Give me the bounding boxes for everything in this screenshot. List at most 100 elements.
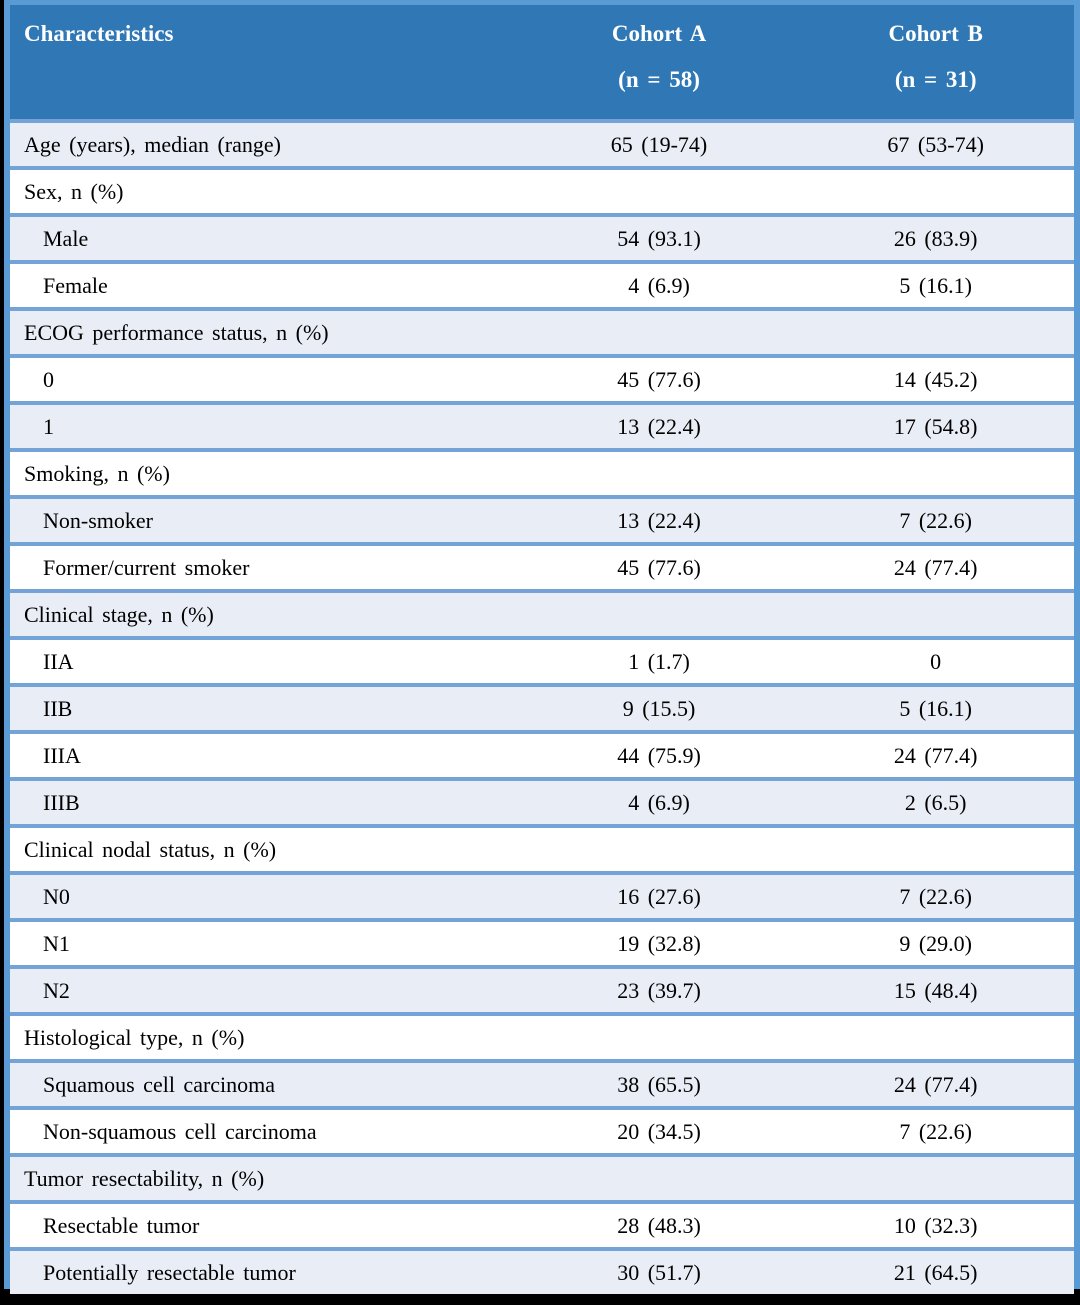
table-row: Non-squamous cell carcinoma 20 (34.5) 7 … [10,1108,1074,1155]
table-row: 1 13 (22.4) 17 (54.8) [10,403,1074,450]
table-row: IIA 1 (1.7) 0 [10,638,1074,685]
cohort-b-value-cell: 5 (16.1) [899,695,972,721]
cohort-a-value-cell: 13 (22.4) [617,413,701,439]
cohort-b-value-cell: 7 (22.6) [899,883,972,909]
characteristic-cell: Age (years), median (range) [24,131,281,157]
cohort-b-value-cell [797,1155,1074,1202]
cohort-a-value-cell: 13 (22.4) [617,507,701,533]
characteristic-cell: Clinical stage, n (%) [24,601,214,627]
cohort-b-value-cell [797,309,1074,356]
characteristics-table: Characteristics Cohort A (n = 58) Cohort… [10,5,1074,1294]
cohort-a-value-cell: 30 (51.7) [617,1259,701,1285]
table-row: Histological type, n (%) [10,1014,1074,1061]
table-row: Non-smoker 13 (22.4) 7 (22.6) [10,497,1074,544]
cohort-a-value-cell [521,309,798,356]
characteristic-cell: Potentially resectable tumor [43,1259,296,1285]
characteristic-cell: Resectable tumor [43,1212,200,1238]
table-row: 0 45 (77.6) 14 (45.2) [10,356,1074,403]
cohort-b-value-cell: 24 (77.4) [893,1071,978,1097]
cohort-a-value-cell: 20 (34.5) [617,1118,701,1144]
cohort-a-n: (n = 58) [618,67,700,92]
cohort-b-value-cell [797,450,1074,497]
characteristic-cell: Female [43,272,108,298]
cohort-a-value-cell: 4 (6.9) [628,789,690,815]
table-row: Age (years), median (range) 65 (19-74) 6… [10,121,1074,168]
cohort-b-value-cell: 67 (53-74) [887,131,984,157]
table-row: Former/current smoker 45 (77.6) 24 (77.4… [10,544,1074,591]
characteristic-cell: Non-smoker [43,507,153,533]
cohort-b-value-cell: 5 (16.1) [899,272,972,298]
cohort-b-value-cell: 14 (45.2) [893,366,978,392]
table-row: Sex, n (%) [10,168,1074,215]
table-row: Resectable tumor 28 (48.3) 10 (32.3) [10,1202,1074,1249]
cohort-b-value-cell: 0 [930,648,942,674]
characteristic-cell: Squamous cell carcinoma [43,1071,276,1097]
characteristic-cell: Histological type, n (%) [24,1024,245,1050]
cohort-a-value-cell: 16 (27.6) [617,883,701,909]
characteristic-cell: N0 [43,883,70,909]
table-row: N0 16 (27.6) 7 (22.6) [10,873,1074,920]
cohort-a-value-cell: 65 (19-74) [610,131,708,157]
cohort-a-value-cell [521,826,798,873]
characteristic-cell: Male [43,225,89,251]
cohort-b-value-cell: 2 (6.5) [904,789,967,815]
characteristic-cell: N1 [43,930,70,956]
characteristic-cell: Non-squamous cell carcinoma [43,1118,317,1144]
table-row: IIIA 44 (75.9) 24 (77.4) [10,732,1074,779]
cohort-b-value-cell: 24 (77.4) [893,742,978,768]
cohort-b-value-cell: 9 (29.0) [899,930,972,956]
table-row: Male 54 (93.1) 26 (83.9) [10,215,1074,262]
cohort-b-value-cell [797,591,1074,638]
table-row: Tumor resectability, n (%) [10,1155,1074,1202]
characteristics-table-container: Characteristics Cohort A (n = 58) Cohort… [4,0,1080,1294]
table-body: Age (years), median (range) 65 (19-74) 6… [10,121,1074,1294]
cohort-b-label: Cohort B [888,21,983,46]
cohort-b-value-cell: 17 (54.8) [893,413,978,439]
characteristic-cell: IIA [43,648,74,674]
cohort-a-value-cell: 9 (15.5) [622,695,696,721]
characteristic-cell: 0 [43,366,54,392]
characteristic-cell: IIIB [43,789,80,815]
cohort-a-value-cell: 19 (32.8) [617,930,701,956]
column-header-cohort-b: Cohort B (n = 31) [797,5,1074,121]
characteristic-cell: Tumor resectability, n (%) [24,1165,265,1191]
table-header: Characteristics Cohort A (n = 58) Cohort… [10,5,1074,121]
cohort-a-value-cell [521,1155,798,1202]
cohort-a-label: Cohort A [611,21,707,46]
cohort-b-value-cell [797,168,1074,215]
table-row: Clinical nodal status, n (%) [10,826,1074,873]
table-row: Squamous cell carcinoma 38 (65.5) 24 (77… [10,1061,1074,1108]
table-row: N2 23 (39.7) 15 (48.4) [10,967,1074,1014]
characteristic-cell: Former/current smoker [43,554,250,580]
table-row: ECOG performance status, n (%) [10,309,1074,356]
cohort-b-value-cell: 7 (22.6) [899,507,972,533]
cohort-b-value-cell: 10 (32.3) [893,1212,978,1238]
cohort-a-value-cell: 45 (77.6) [617,366,701,392]
cohort-b-value-cell: 15 (48.4) [893,977,978,1003]
cohort-a-value-cell: 4 (6.9) [628,272,690,298]
cohort-a-value-cell [521,168,798,215]
table-row: IIB 9 (15.5) 5 (16.1) [10,685,1074,732]
table-row: Potentially resectable tumor 30 (51.7) 2… [10,1249,1074,1294]
cohort-b-value-cell: 26 (83.9) [893,225,978,251]
characteristic-cell: Sex, n (%) [24,178,124,204]
table-row: Female 4 (6.9) 5 (16.1) [10,262,1074,309]
table-row: Smoking, n (%) [10,450,1074,497]
table-row: IIIB 4 (6.9) 2 (6.5) [10,779,1074,826]
table-row: Clinical stage, n (%) [10,591,1074,638]
cohort-a-value-cell: 38 (65.5) [617,1071,701,1097]
characteristic-cell: IIB [43,695,73,721]
cohort-a-value-cell: 45 (77.6) [617,554,701,580]
cohort-a-value-cell: 54 (93.1) [617,225,701,251]
cohort-a-value-cell: 1 (1.7) [628,648,690,674]
cohort-a-value-cell [521,1014,798,1061]
cohort-b-value-cell [797,826,1074,873]
cohort-b-value-cell [797,1014,1074,1061]
cohort-b-n: (n = 31) [894,67,977,92]
column-header-cohort-a: Cohort A (n = 58) [520,5,798,121]
table-row: N1 19 (32.8) 9 (29.0) [10,920,1074,967]
characteristic-cell: ECOG performance status, n (%) [24,319,329,345]
cohort-a-value-cell: 28 (48.3) [617,1212,701,1238]
cohort-a-value-cell: 23 (39.7) [617,977,701,1003]
